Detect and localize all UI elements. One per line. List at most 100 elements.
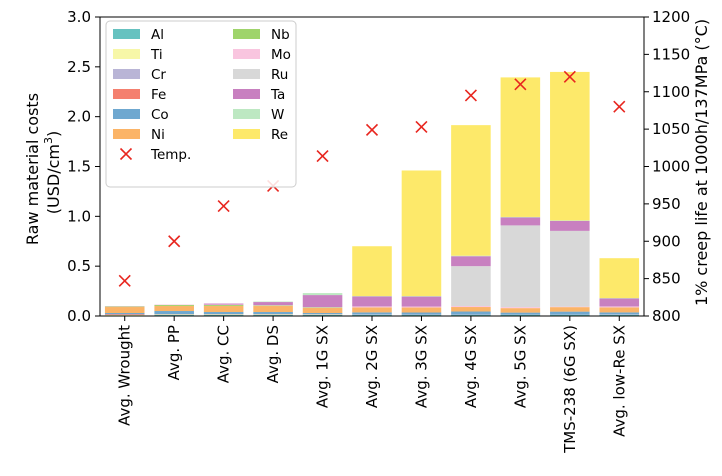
- bar-ta-avg-5g-sx: [500, 217, 541, 226]
- left-tick-label: 1.5: [67, 158, 91, 176]
- left-axis-label: Raw material costs (USD/cm3): [23, 88, 63, 245]
- bar-co-avg-4g-sx: [451, 311, 491, 315]
- bar-co-avg-cc: [203, 312, 244, 315]
- legend-swatch: [113, 89, 140, 99]
- left-axis-label-line2: (USD/cm: [44, 144, 63, 214]
- x-tick-label: Avg. Wrought: [116, 325, 134, 426]
- legend-swatch: [113, 129, 140, 139]
- bar-ta-avg-3g-sx: [401, 296, 442, 307]
- bar-ta-avg-4g-sx: [451, 256, 491, 267]
- legend-swatch: [113, 49, 140, 59]
- left-axis-label-superscript: 3: [42, 137, 55, 144]
- legend-label: Fe: [151, 87, 166, 103]
- left-tick-label: 0.0: [67, 307, 91, 325]
- bar-ni-avg-pp: [154, 306, 194, 312]
- bar-ni-avg-5g-sx: [500, 308, 541, 313]
- left-axis-label-close: ): [44, 131, 63, 137]
- bar-mo-avg-2g-sx: [352, 306, 392, 308]
- right-tick-label: 1200: [652, 8, 690, 26]
- bar-ni-avg-4g-sx: [451, 307, 491, 312]
- legend-item-co: Co: [113, 107, 169, 123]
- bar-co-avg-5g-sx: [500, 312, 541, 315]
- bar-al-avg-4g-sx: [451, 314, 491, 316]
- x-tick-label: Avg. 1G SX: [314, 325, 332, 408]
- bar-al-avg-low-re-sx: [599, 314, 640, 316]
- legend-label: Co: [151, 107, 169, 123]
- legend-item-al: Al: [113, 27, 164, 43]
- bar-ni-avg-ds: [253, 306, 293, 313]
- legend-swatch: [233, 109, 260, 119]
- bar-ni-avg-wrought: [104, 307, 145, 314]
- x-axis-ticks: Avg. Wrought Avg. PP Avg. CC Avg. DS Avg. 1G…: [116, 316, 628, 454]
- legend-swatch: [113, 109, 140, 119]
- legend-item-ti: Ti: [113, 47, 163, 63]
- left-axis-label-line1: Raw material costs: [23, 93, 42, 245]
- temp-marker-avg-3g-sx: [415, 120, 428, 133]
- bar-ta-avg-2g-sx: [352, 296, 392, 307]
- bar-ta-avg-low-re-sx: [599, 298, 640, 307]
- legend-item-nb: Nb: [233, 27, 290, 43]
- right-tick-label: 1150: [652, 45, 690, 63]
- legend-item-fe: Fe: [113, 87, 166, 103]
- x-tick-label: Avg. 3G SX: [412, 325, 430, 408]
- right-axis-ticks: 800 850 900 950 1000 1050 1100 1150 1200: [644, 8, 690, 325]
- bar-co-avg-low-re-sx: [599, 312, 640, 315]
- legend-item-w: W: [233, 107, 284, 123]
- bar-ta-tms-238-6g-sx: [550, 220, 590, 231]
- legend-label: Nb: [271, 27, 290, 43]
- legend: Al Ti Cr Fe Co Ni Temp. Nb Mo Ru Ta W Re: [105, 20, 297, 188]
- bar-ta-avg-ds: [253, 302, 293, 306]
- legend-swatch: [113, 69, 140, 79]
- legend-item-ru: Ru: [233, 67, 288, 83]
- left-tick-label: 1.0: [67, 207, 91, 225]
- bar-mo-avg-low-re-sx: [599, 306, 640, 308]
- legend-label: Mo: [271, 47, 291, 63]
- legend-swatch: [233, 29, 260, 39]
- legend-swatch: [233, 89, 260, 99]
- bar-co-avg-ds: [253, 312, 293, 315]
- bar-co-avg-3g-sx: [401, 312, 442, 315]
- x-tick-label: Avg. low-Re SX: [610, 325, 628, 437]
- bar-al-tms-238-6g-sx: [550, 314, 590, 316]
- legend-frame: [105, 20, 297, 188]
- legend-label: Ni: [151, 127, 165, 143]
- left-tick-label: 0.5: [67, 257, 91, 275]
- bar-ta-avg-1g-sx: [302, 295, 343, 308]
- bar-al-avg-3g-sx: [401, 314, 442, 316]
- legend-item-re: Re: [233, 127, 288, 143]
- temp-marker-avg-low-re-sx: [613, 100, 626, 113]
- temp-marker-avg-1g-sx: [316, 149, 329, 163]
- legend-label: Re: [271, 127, 288, 143]
- bar-co-tms-238-6g-sx: [550, 311, 590, 315]
- bar-re-avg-2g-sx: [352, 246, 392, 297]
- right-tick-label: 1050: [652, 120, 690, 138]
- legend-swatch: [113, 29, 140, 39]
- bar-ru-avg-4g-sx: [451, 266, 491, 307]
- bar-re-tms-238-6g-sx: [550, 71, 590, 221]
- bar-ni-avg-cc: [203, 306, 244, 313]
- bar-re-avg-4g-sx: [451, 125, 491, 256]
- bar-ni-avg-3g-sx: [401, 307, 442, 313]
- bar-ru-avg-5g-sx: [500, 225, 541, 308]
- bar-mo-avg-5g-sx: [500, 307, 541, 309]
- right-tick-label: 950: [652, 195, 681, 213]
- bar-re-avg-3g-sx: [401, 170, 442, 297]
- bar-mo-avg-3g-sx: [401, 306, 442, 308]
- legend-label: Ta: [270, 87, 285, 103]
- left-axis-ticks: 0.0 0.5 1.0 1.5 2.0 2.5 3.0: [67, 8, 100, 325]
- x-tick-label: Avg. CC: [215, 325, 233, 383]
- legend-swatch: [233, 129, 260, 139]
- bar-ni-avg-1g-sx: [302, 308, 343, 314]
- left-tick-label: 2.5: [67, 58, 91, 76]
- bar-w-avg-1g-sx: [302, 293, 343, 296]
- left-tick-label: 2.0: [67, 108, 91, 126]
- bar-al-avg-1g-sx: [302, 314, 343, 316]
- bar-mo-avg-4g-sx: [451, 306, 491, 308]
- x-tick-label: Avg. DS: [264, 325, 282, 383]
- bar-ta-avg-cc: [203, 303, 244, 305]
- left-tick-label: 3.0: [67, 8, 91, 26]
- legend-swatch: [233, 69, 260, 79]
- temp-marker-avg-wrought: [118, 274, 131, 287]
- temp-marker-tms-238-6g-sx: [563, 70, 576, 83]
- legend-label: Al: [151, 27, 164, 43]
